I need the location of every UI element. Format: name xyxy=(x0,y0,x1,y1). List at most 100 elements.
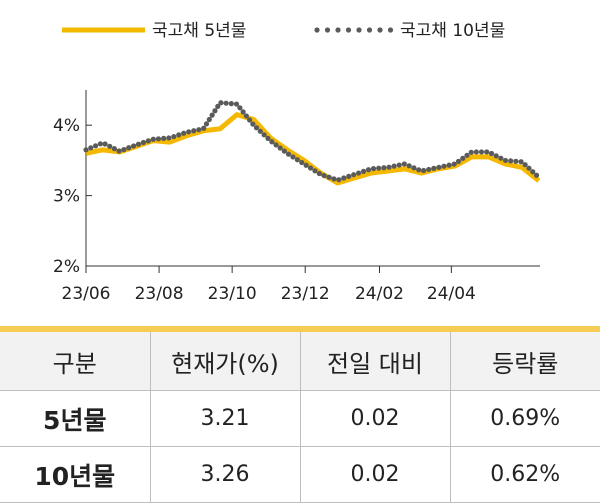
legend-dot xyxy=(345,27,352,33)
series-point-10yr xyxy=(478,149,485,155)
legend-label-5yr: 국고채 5년물 xyxy=(152,21,246,41)
table-top-rule xyxy=(0,326,600,332)
yield-table-section: 구분 현재가(%) 전일 대비 등락률 5년물 3.21 0.02 0.69% … xyxy=(0,326,600,504)
series-point-10yr xyxy=(441,163,447,169)
x-tick-label: 23/06 xyxy=(62,284,111,304)
series-point-10yr xyxy=(508,158,514,164)
legend-dot xyxy=(356,27,362,33)
x-tick-label: 23/10 xyxy=(208,284,257,304)
series-point-10yr xyxy=(396,162,402,168)
series-layer xyxy=(83,100,541,186)
series-point-10yr xyxy=(116,148,122,154)
series-point-10yr xyxy=(351,172,357,178)
series-point-10yr xyxy=(250,121,256,127)
series-point-10yr xyxy=(460,155,466,161)
series-point-10yr xyxy=(299,159,305,166)
series-point-10yr xyxy=(493,153,499,159)
y-tick-label: 4% xyxy=(53,116,80,136)
row-price: 3.26 xyxy=(149,446,300,503)
series-point-10yr xyxy=(513,158,519,164)
series-point-10yr xyxy=(212,108,218,114)
series-point-10yr xyxy=(498,155,504,161)
series-point-10yr xyxy=(431,165,437,171)
series-point-10yr xyxy=(161,135,167,141)
series-point-10yr xyxy=(312,168,318,174)
series-point-10yr xyxy=(126,145,132,151)
series-point-10yr xyxy=(455,158,462,164)
series-point-10yr xyxy=(203,121,210,127)
legend-dot xyxy=(377,27,383,33)
x-tick-label: 24/04 xyxy=(427,284,476,304)
series-point-10yr xyxy=(176,132,182,138)
chart: 국고채 5년물 국고채 10년물 2% 3% 4% 23/06 23/08 23/10 2… xyxy=(53,21,541,304)
series-point-10yr xyxy=(131,143,137,149)
series-point-10yr xyxy=(265,135,271,141)
series-point-10yr xyxy=(201,125,207,131)
series-point-10yr xyxy=(257,128,263,134)
row-label: 10년물 xyxy=(0,446,150,503)
series-point-10yr xyxy=(246,117,253,123)
header-change: 전일 대비 xyxy=(299,332,450,391)
series-point-10yr xyxy=(464,152,470,158)
series-point-10yr xyxy=(331,176,337,182)
series-point-10yr xyxy=(290,154,296,160)
series-point-10yr xyxy=(191,128,197,134)
yield-table: 구분 현재가(%) 전일 대비 등락률 5년물 3.21 0.02 0.69% … xyxy=(0,332,600,503)
x-tick-label: 23/08 xyxy=(135,284,184,304)
series-point-10yr xyxy=(155,136,162,142)
series-point-10yr xyxy=(421,167,427,174)
series-point-10yr xyxy=(468,149,474,155)
series-point-10yr xyxy=(303,162,309,168)
series-point-10yr xyxy=(181,130,187,136)
series-point-10yr xyxy=(370,166,377,172)
row-label: 5년물 xyxy=(0,390,150,447)
series-point-10yr xyxy=(215,103,221,109)
series-point-10yr xyxy=(228,101,234,107)
series-point-10yr xyxy=(294,157,300,163)
series-point-10yr xyxy=(273,142,279,148)
series-point-10yr xyxy=(237,105,243,111)
series-point-10yr xyxy=(145,138,151,144)
series-point-10yr xyxy=(406,163,412,169)
row-price: 3.21 xyxy=(149,390,300,447)
series-point-10yr xyxy=(533,172,540,178)
line-chart: 국고채 5년물 국고채 10년물 2%3%4% 23/06 23/08 23/10 2… xyxy=(53,21,541,304)
series-point-10yr xyxy=(150,136,156,142)
legend-label-10yr: 국고채 10년물 xyxy=(400,21,505,41)
series-point-10yr xyxy=(336,177,342,183)
series-point-10yr xyxy=(277,145,283,151)
series-point-10yr xyxy=(107,143,113,149)
series-point-10yr xyxy=(321,172,327,179)
series-point-10yr xyxy=(92,143,99,149)
legend-dot xyxy=(324,27,331,33)
x-tick-label: 23/12 xyxy=(281,284,330,304)
table-row: 5년물 3.21 0.02 0.69% xyxy=(0,390,600,447)
series-point-10yr xyxy=(233,101,240,107)
series-point-10yr xyxy=(240,109,246,115)
legend-dot xyxy=(387,27,394,33)
series-point-10yr xyxy=(243,113,249,119)
series-point-10yr xyxy=(326,174,332,180)
series-point-10yr xyxy=(307,165,314,171)
series-point-10yr xyxy=(416,167,422,173)
series-point-10yr xyxy=(206,116,212,123)
series-dots-10yr xyxy=(83,100,540,183)
legend-dot xyxy=(366,27,373,33)
series-point-10yr xyxy=(281,148,287,154)
header-rate: 등락률 xyxy=(449,332,600,391)
series-point-10yr xyxy=(102,141,108,147)
series-point-10yr xyxy=(381,165,387,171)
series-point-10yr xyxy=(285,151,292,157)
series-point-10yr xyxy=(518,159,524,165)
table-row: 10년물 3.26 0.02 0.62% xyxy=(0,446,600,503)
series-point-10yr xyxy=(97,141,103,147)
series-line-5yr xyxy=(85,112,541,186)
row-change: 0.02 xyxy=(299,390,450,447)
series-point-10yr xyxy=(316,170,322,177)
series-point-10yr xyxy=(530,169,536,175)
series-point-10yr xyxy=(261,132,267,138)
series-point-10yr xyxy=(391,163,397,169)
series-point-10yr xyxy=(386,164,392,170)
y-tick-label: 3% xyxy=(53,187,80,207)
x-ticks: 23/06 23/08 23/10 23/12 24/02 24/04 xyxy=(62,266,476,304)
